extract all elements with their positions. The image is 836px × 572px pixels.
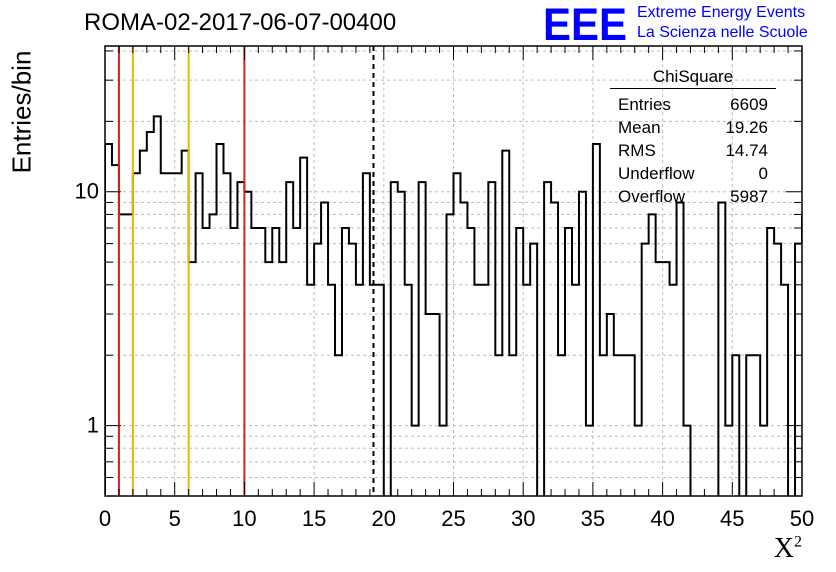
x-axis-label: X2 — [773, 533, 802, 564]
x-tick-label: 20 — [372, 506, 396, 531]
x-tick-label: 15 — [302, 506, 326, 531]
x-tick-label: 10 — [232, 506, 256, 531]
org-name: Extreme Energy Events — [637, 4, 806, 21]
stats-row-underflow: Underflow 0 — [618, 164, 768, 183]
stats-row-mean: Mean 19.26 — [618, 118, 768, 137]
x-tick-label: 5 — [169, 506, 181, 531]
stats-box-title: ChiSquare — [610, 66, 776, 89]
stats-row-entries: Entries 6609 — [618, 95, 768, 114]
org-subtitle: La Scienza nelle Scuole — [637, 24, 808, 41]
svg-text:EEE: EEE — [543, 2, 627, 44]
y-tick-label: 10 — [75, 179, 99, 204]
stats-box: ChiSquare Entries 6609 Mean 19.26 RMS 14.74… — [610, 66, 778, 208]
x-tick-label: 40 — [650, 506, 674, 531]
x-tick-label: 25 — [441, 506, 465, 531]
x-tick-label: 35 — [581, 506, 605, 531]
stats-row-rms: RMS 14.74 — [618, 141, 768, 160]
y-tick-label: 1 — [87, 413, 99, 438]
x-tick-label: 0 — [99, 506, 111, 531]
eee-logo: EEE — [543, 2, 627, 44]
x-tick-label: 30 — [511, 506, 535, 531]
chart-title: ROMA-02-2017-06-07-00400 — [84, 9, 397, 36]
stats-row-overflow: Overflow 5987 — [618, 187, 768, 206]
histogram-series — [105, 115, 802, 496]
x-tick-label: 45 — [720, 506, 744, 531]
x-tick-label: 50 — [790, 506, 814, 531]
